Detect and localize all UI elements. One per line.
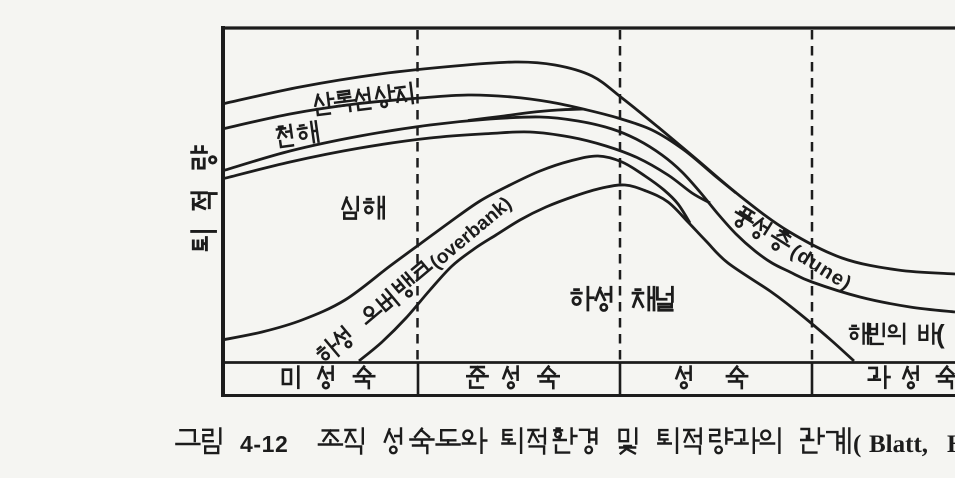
svg-text:(: ( <box>853 431 861 458</box>
svg-text:Blatt,: Blatt, <box>869 431 928 458</box>
svg-text:4-12: 4-12 <box>240 431 288 457</box>
svg-text:H: H <box>947 431 955 458</box>
svg-text:(: ( <box>936 319 945 349</box>
svg-text:(overbank): (overbank) <box>426 193 517 274</box>
